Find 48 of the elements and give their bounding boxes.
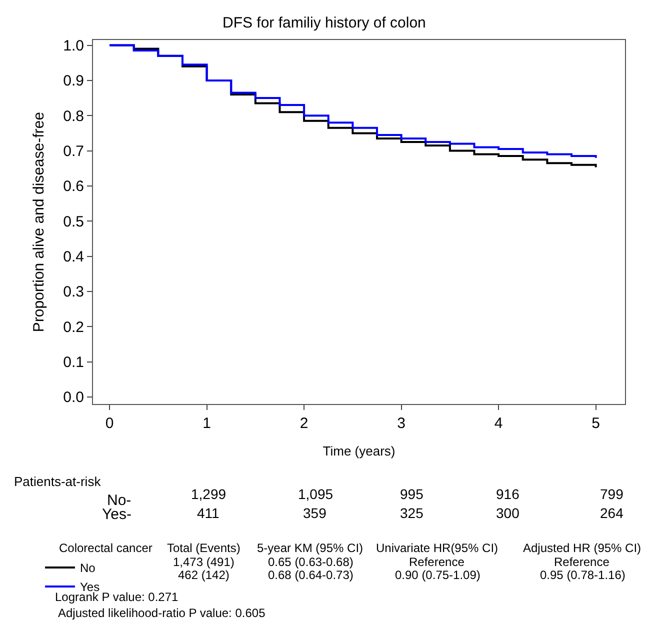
text: Patients-at-risk [14, 474, 102, 489]
text: Colorectal cancer [59, 541, 152, 555]
y-tick-label: 0.2 [63, 318, 84, 336]
text: 1,299 [191, 486, 226, 502]
text: 325 [400, 505, 424, 521]
y-tick-label: 1.0 [63, 38, 84, 55]
x-tick-label: 1 [202, 415, 211, 432]
legend-label: No [80, 561, 96, 576]
text: Univariate HR(95% CI) [376, 541, 498, 555]
text: 0.90 (0.75-1.09) [395, 568, 480, 582]
text: 411 [197, 505, 220, 521]
y-tick-label: 0.5 [63, 213, 84, 230]
x-tick-label: 0 [105, 415, 114, 432]
x-tick-label: 2 [300, 415, 308, 432]
text: 1,473 (491) [173, 555, 234, 569]
y-axis-title: Proportion alive and disease-free [30, 112, 48, 332]
text: 0.65 (0.63-0.68) [268, 555, 354, 569]
text: No- [107, 492, 132, 509]
text: 300 [496, 505, 520, 521]
text: 264 [600, 505, 624, 521]
y-tick-label: 0.4 [63, 248, 84, 266]
x-axis-title: Time (years) [322, 444, 396, 459]
y-tick-label: 0.6 [63, 178, 84, 196]
chart-title: DFS for familiy history of colon [222, 14, 426, 32]
text: Adjusted likelihood-ratio P value: 0.605 [58, 606, 266, 620]
text: 0.68 (0.64-0.73) [268, 568, 354, 582]
text: 5-year KM (95% CI) [257, 541, 364, 555]
text: 462 (142) [178, 568, 230, 582]
text: Reference [409, 555, 465, 569]
y-tick-label: 0.7 [63, 143, 84, 160]
text: Total (Events) [167, 541, 240, 555]
y-tick-label: 0.1 [63, 354, 84, 372]
x-tick-label: 4 [494, 415, 503, 432]
text: Yes- [102, 506, 132, 523]
y-tick-label: 0.8 [63, 108, 84, 125]
text: 995 [400, 486, 424, 502]
text: 916 [496, 486, 520, 502]
x-tick-label: 3 [397, 415, 406, 432]
text: 1,095 [298, 486, 334, 502]
text: 0.95 (0.78-1.16) [540, 568, 626, 582]
y-tick-label: 0.9 [63, 72, 84, 90]
text: 799 [600, 486, 624, 502]
text: Reference [554, 555, 610, 569]
text: Adjusted HR (95% CI) [523, 541, 642, 555]
x-tick-label: 5 [592, 415, 600, 432]
y-tick-label: 0.3 [63, 284, 84, 301]
text: 359 [303, 505, 327, 521]
y-tick-label: 0.0 [63, 389, 84, 406]
